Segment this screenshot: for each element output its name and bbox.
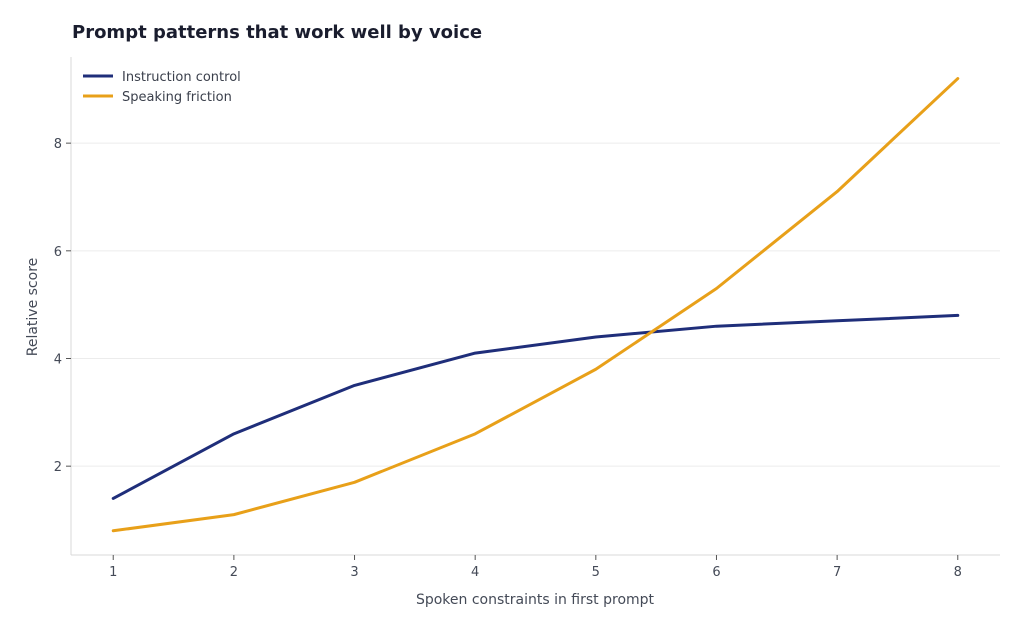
grid-lines	[71, 142, 1000, 467]
legend: Instruction control Speaking friction	[83, 70, 241, 105]
legend-label: Instruction control	[122, 70, 241, 85]
axes	[70, 57, 1000, 556]
x-tick-label: 7	[833, 565, 841, 580]
legend-label: Speaking friction	[122, 90, 232, 105]
series-line-speaking-friction	[111, 77, 960, 533]
series-line-instruction-control	[111, 313, 960, 500]
x-tick-label: 8	[954, 565, 962, 580]
y-tick-label: 2	[54, 460, 62, 475]
x-tick-label: 6	[712, 565, 720, 580]
x-tick-label: 2	[230, 565, 238, 580]
tick-labels: 2 4 6 8 1 2 3 4 5 6 7 8	[54, 137, 962, 580]
x-axis-title: Spoken constraints in first prompt	[416, 592, 655, 608]
x-tick-label: 1	[109, 565, 117, 580]
series-lines	[111, 77, 960, 533]
y-axis-title: Relative score	[25, 258, 41, 357]
chart-title: Prompt patterns that work well by voice	[72, 22, 483, 43]
y-tick-label: 4	[54, 352, 62, 367]
x-tick-label: 5	[592, 565, 600, 580]
x-tick-label: 4	[471, 565, 479, 580]
y-tick-label: 6	[54, 245, 62, 260]
y-tick-label: 8	[54, 137, 62, 152]
x-tick-label: 3	[350, 565, 358, 580]
